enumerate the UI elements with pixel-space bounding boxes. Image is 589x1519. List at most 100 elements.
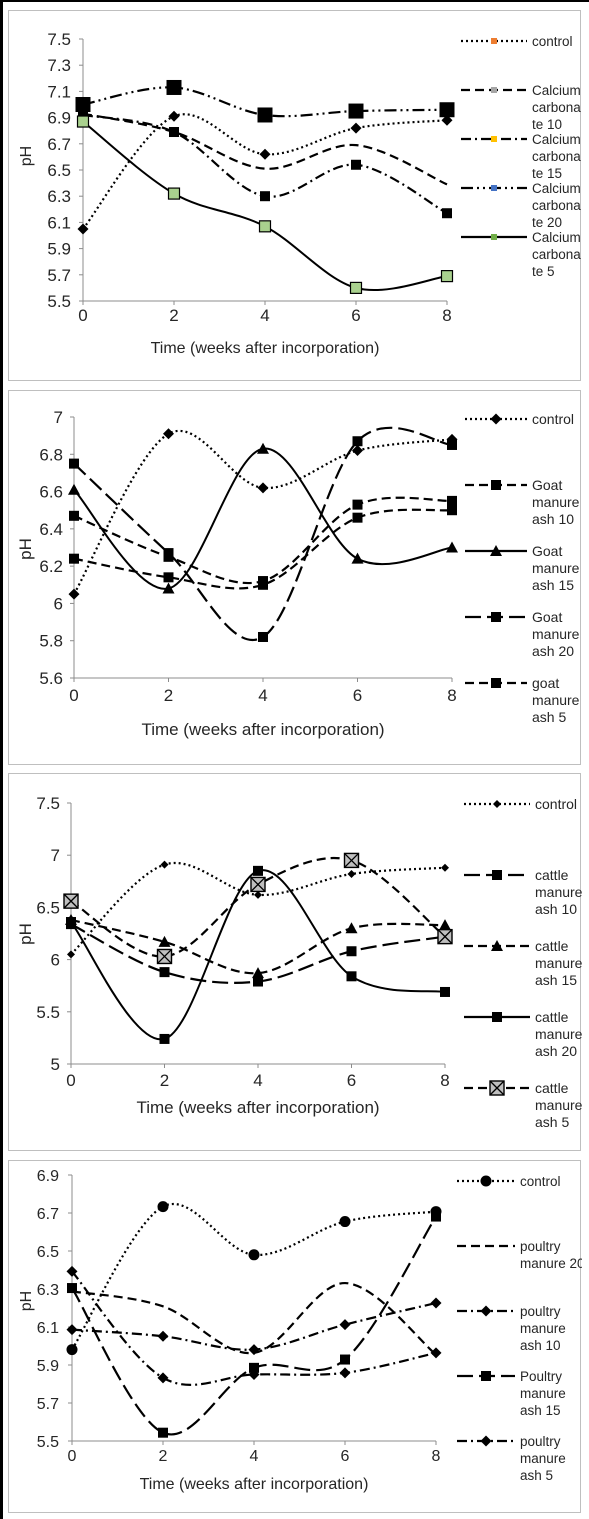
data-point	[257, 107, 273, 123]
y-tick-label: 7	[54, 408, 63, 427]
series-line	[73, 426, 453, 641]
legend-label: ash 5	[535, 1114, 569, 1130]
series-1	[67, 860, 449, 959]
legend-label: Calcium	[532, 181, 581, 196]
data-point	[348, 103, 364, 119]
y-tick-label: 6.7	[37, 1206, 59, 1223]
y-tick-label: 5.7	[47, 266, 71, 285]
data-point	[158, 935, 171, 947]
data-point	[157, 1330, 169, 1342]
legend-entry-1: control	[461, 34, 573, 49]
legend-label: ash 15	[520, 1403, 561, 1418]
legend-marker	[492, 870, 502, 880]
legend-entry-1: control	[464, 796, 577, 812]
data-point	[69, 510, 79, 521]
data-point	[257, 482, 269, 494]
chart-panel-poultry-manure: 5.5 5.7 5.9 6.1 6.3 6.5 6.7 6.9 0 2 4 6 8 Time (weeks…	[8, 1160, 582, 1513]
data-point-cross	[437, 929, 453, 945]
legend-label: Goat	[532, 609, 562, 625]
legend-label: carbona	[532, 198, 581, 213]
series-4	[69, 426, 457, 642]
legend-marker	[491, 185, 497, 191]
legend-marker	[480, 1305, 492, 1317]
x-axis-label: Time (weeks after incorporation)	[141, 720, 384, 739]
data-point-cross	[344, 852, 359, 868]
x-tick-label: 8	[442, 306, 451, 325]
series-2	[71, 1281, 437, 1356]
legend-marker	[491, 87, 497, 93]
legend-label: ash 5	[532, 709, 566, 725]
data-point	[257, 442, 269, 454]
data-point	[248, 1249, 260, 1261]
data-point	[346, 971, 357, 982]
y-tick-label: 5.6	[39, 669, 63, 688]
legend-entry-3: poultry manure ash 10	[457, 1304, 566, 1353]
legend-label: manure	[532, 560, 580, 576]
legend-entry-4: Poultry manure ash 15	[457, 1369, 566, 1418]
data-point	[430, 1347, 442, 1359]
y-tick-label: 5.7	[37, 1396, 59, 1413]
data-point	[76, 115, 90, 128]
series-4	[75, 79, 455, 123]
data-point	[157, 1201, 169, 1213]
series-4	[67, 1211, 441, 1438]
legend-entry-2: poultry manure 20	[457, 1239, 582, 1271]
legend-label: carbona	[532, 247, 581, 262]
data-point	[446, 541, 458, 553]
x-tick-label: 4	[253, 1071, 262, 1090]
data-point	[248, 1344, 260, 1356]
legend-label: manure	[520, 1386, 566, 1401]
data-point	[252, 967, 264, 979]
chart-panel-calcium-carbonate: 5.5 5.7 5.9 6.1 6.3 6.5 6.7 6.9 7.1 7.3 7.5 0 2 4 6 8 Ti…	[8, 10, 581, 381]
series-5	[66, 1297, 442, 1356]
data-point	[351, 159, 361, 170]
data-point	[249, 1362, 259, 1373]
data-point-cross	[63, 893, 79, 909]
x-tick-label: 0	[66, 1071, 75, 1090]
x-tick-label: 0	[69, 686, 78, 705]
data-point	[163, 572, 174, 583]
data-point	[440, 986, 450, 997]
data-point	[447, 439, 457, 450]
legend-label: manure	[535, 1026, 582, 1042]
legend-label: ash 5	[520, 1468, 553, 1483]
x-tick-label: 0	[78, 306, 87, 325]
series-3	[78, 109, 452, 219]
data-point	[441, 114, 453, 126]
legend-label: manure 20	[520, 1256, 582, 1271]
chart-svg-cattle-manure-ash: 5 5.5 6 6.5 7 7.5 0 2 4 6 8 Time (weeks after incor…	[16, 794, 582, 1130]
legend-label: poultry	[520, 1434, 561, 1449]
series-line	[82, 86, 448, 118]
x-tick-label: 6	[347, 1071, 356, 1090]
legend-label: cattle	[535, 1080, 569, 1096]
legend-entry-5: Calcium carbona te 5	[461, 230, 581, 279]
x-tick-label: 6	[351, 306, 360, 325]
data-point	[159, 1033, 170, 1044]
y-tick-label: 5.8	[39, 632, 63, 651]
legend-marker	[491, 612, 501, 622]
data-point	[350, 122, 362, 134]
legend-marker	[491, 234, 497, 240]
y-tick-label: 7.5	[47, 30, 71, 49]
data-point	[430, 1297, 442, 1309]
legend-label: ash 20	[532, 643, 574, 659]
legend-label: manure	[520, 1451, 566, 1466]
data-point	[352, 512, 363, 523]
legend-marker	[491, 38, 497, 44]
series-5	[69, 505, 457, 590]
legend-label: Poultry	[520, 1369, 562, 1384]
legend-label: cattle	[535, 867, 569, 883]
x-tick-label: 4	[250, 1448, 259, 1465]
legend-label: poultry	[520, 1304, 561, 1319]
data-point	[166, 79, 182, 95]
data-point	[157, 1372, 169, 1384]
data-point	[66, 1344, 78, 1356]
data-point	[352, 499, 363, 510]
series-line	[82, 120, 448, 292]
series-line	[73, 508, 453, 590]
legend-label: manure	[532, 494, 580, 510]
y-axis-label: pH	[18, 1291, 35, 1311]
chart-panel-cattle-manure-ash: 5 5.5 6 6.5 7 7.5 0 2 4 6 8 Time (weeks after incor…	[8, 773, 582, 1151]
data-point	[442, 208, 452, 219]
